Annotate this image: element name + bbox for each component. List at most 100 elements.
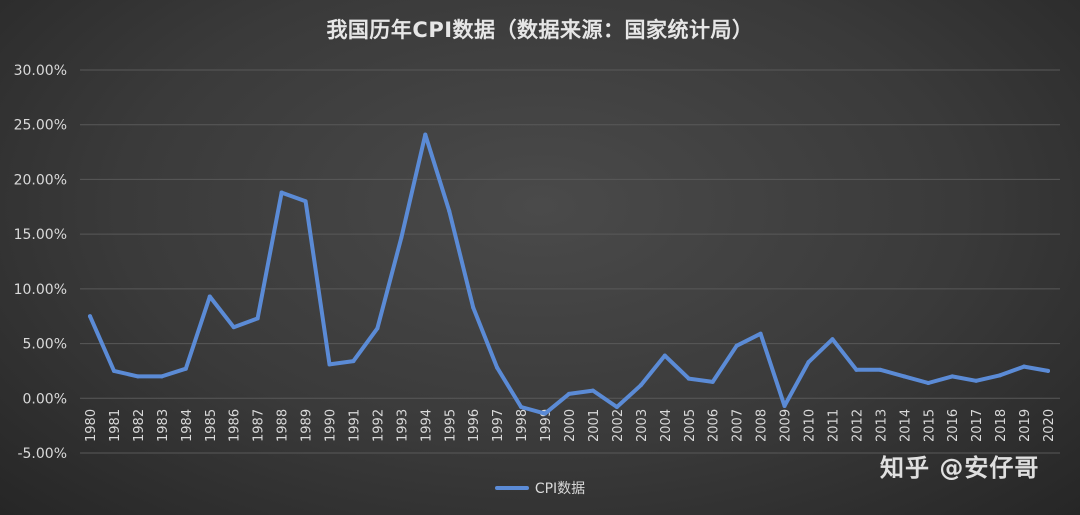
data-point [279, 190, 284, 195]
data-point [638, 383, 643, 388]
chart-title: 我国历年CPI数据（数据来源：国家统计局） [326, 18, 754, 42]
data-point [1022, 364, 1027, 369]
x-tick-label: 2014 [898, 409, 913, 442]
data-point [974, 378, 979, 383]
data-point [519, 405, 524, 410]
data-point [135, 374, 140, 379]
y-tick-label: 15.00% [14, 227, 67, 243]
data-point [183, 366, 188, 371]
legend-swatch [494, 486, 529, 490]
data-point [710, 379, 715, 384]
y-tick-label: 0.00% [23, 391, 67, 407]
data-point [734, 343, 739, 348]
x-tick-label: 2008 [755, 409, 770, 442]
x-tick-label: 1980 [84, 409, 99, 442]
x-tick-label: 2018 [994, 409, 1009, 442]
x-tick-label: 2002 [611, 409, 626, 442]
data-point [351, 359, 356, 364]
x-tick-label: 2019 [1018, 409, 1033, 442]
data-point [686, 376, 691, 381]
data-point [159, 374, 164, 379]
x-tick-label: 1998 [515, 409, 530, 442]
data-point [88, 314, 92, 319]
data-point [662, 353, 667, 358]
x-tick-label: 2015 [922, 409, 937, 442]
data-point [231, 325, 236, 330]
y-tick-label: 20.00% [14, 172, 67, 188]
data-point [471, 305, 476, 310]
y-tick-label: 10.00% [14, 282, 67, 298]
x-tick-label: 1984 [180, 409, 195, 442]
data-point [447, 209, 452, 214]
x-tick-label: 1996 [467, 409, 482, 442]
data-point [255, 316, 260, 321]
data-point [854, 367, 859, 372]
x-tick-label: 1997 [491, 409, 506, 442]
chart-legend: CPI数据 [0, 478, 1080, 498]
x-tick-label: 1990 [324, 409, 339, 442]
x-tick-label: 2009 [779, 409, 794, 442]
x-tick-label: 2011 [826, 409, 841, 442]
watermark: 知乎 @安仔哥 [880, 454, 1040, 482]
data-point [998, 373, 1003, 378]
y-tick-label: -5.00% [17, 446, 67, 462]
x-tick-label: 1986 [228, 409, 243, 442]
x-tick-label: 2013 [874, 409, 889, 442]
data-point [207, 294, 212, 299]
data-point [423, 132, 428, 137]
data-point [902, 374, 907, 379]
x-tick-label: 2020 [1042, 409, 1057, 442]
x-tick-label: 2005 [683, 409, 698, 442]
x-tick-label: 2016 [946, 409, 961, 442]
x-tick-label: 2004 [659, 409, 674, 442]
x-tick-label: 1993 [395, 409, 410, 442]
data-point [782, 403, 787, 408]
data-point [327, 362, 332, 367]
data-point [399, 235, 404, 240]
grid-lines [80, 69, 1060, 454]
x-tick-label: 2003 [635, 409, 650, 442]
x-tick-label: 1985 [204, 409, 219, 442]
x-tick-label: 1983 [156, 409, 171, 442]
data-point [878, 367, 883, 372]
data-point [614, 405, 619, 410]
x-tick-label: 1987 [252, 409, 267, 442]
data-point [758, 331, 763, 336]
series-line [88, 132, 1050, 416]
x-tick-label: 2006 [707, 409, 722, 442]
x-tick-label: 1991 [347, 409, 362, 442]
x-tick-label: 1982 [132, 409, 147, 442]
x-tick-label: 1989 [300, 409, 315, 442]
data-point [375, 326, 380, 331]
x-tick-label: 1994 [419, 409, 434, 442]
data-point [495, 365, 500, 370]
x-tick-label: 2010 [803, 409, 818, 442]
x-tick-label: 2000 [563, 409, 578, 442]
data-point [543, 411, 548, 416]
y-tick-label: 5.00% [23, 337, 67, 353]
data-point [111, 368, 116, 373]
data-point [806, 360, 811, 365]
x-axis-ticks: 1980 1981 1982 1983 1984 1985 1986 1987 1988 1989… [84, 409, 1057, 442]
x-tick-label: 1988 [276, 409, 291, 442]
y-axis-ticks: -5.00% 0.00% 5.00% 10.00% 15.00% 20.00% 25.00%… [14, 63, 67, 462]
legend-label: CPI数据 [534, 481, 586, 497]
x-tick-label: 1995 [443, 409, 458, 442]
x-tick-label: 1992 [371, 409, 386, 442]
x-tick-label: 2012 [850, 409, 865, 442]
data-point [590, 388, 595, 393]
data-point [303, 199, 308, 204]
data-point [830, 337, 835, 342]
x-tick-label: 2001 [587, 409, 602, 442]
data-point [950, 374, 955, 379]
data-point [1046, 368, 1050, 373]
y-tick-label: 30.00% [14, 63, 67, 79]
x-tick-label: 1999 [539, 409, 554, 442]
x-tick-label: 2007 [731, 409, 746, 442]
series-layer [88, 132, 1050, 416]
x-tick-label: 1981 [108, 409, 123, 442]
data-point [567, 391, 571, 396]
y-tick-label: 25.00% [14, 118, 67, 134]
